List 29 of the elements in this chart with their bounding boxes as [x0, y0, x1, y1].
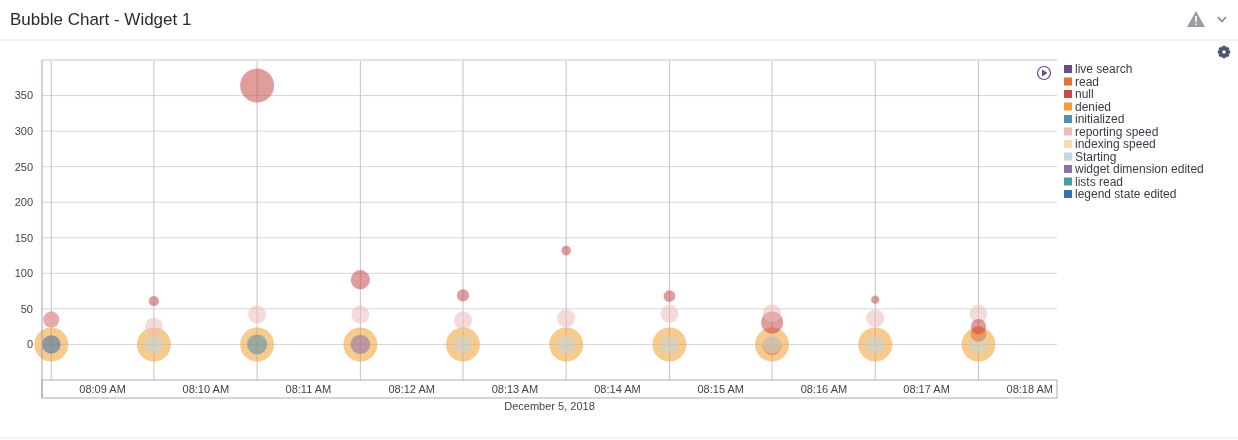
x-tick-label: 08:16 AM [800, 383, 848, 395]
y-tick-label: 50 [20, 302, 33, 315]
legend-label: indexing speed [1075, 137, 1156, 152]
x-tick-label: 08:14 AM [594, 383, 641, 395]
y-tick-label: 200 [14, 196, 33, 209]
y-tick-label: 0 [26, 338, 33, 351]
legend-label: legend state edited [1075, 187, 1177, 202]
legend-label: denied [1075, 99, 1112, 114]
legend-label: reporting speed [1075, 124, 1159, 139]
x-tick-label: 08:10 AM [182, 383, 230, 395]
x-tick-label: 08:11 AM [285, 383, 332, 395]
y-tick-label: 150 [14, 231, 33, 244]
x-tick-label: 08:09 AM [79, 383, 126, 395]
x-axis-title: December 5, 2018 [504, 400, 595, 412]
legend-label: live search [1075, 62, 1133, 77]
chart-title: Bubble Chart - Widget 1 [10, 10, 192, 29]
x-tick-label: 08:12 AM [388, 383, 435, 395]
y-tick-label: 300 [14, 124, 33, 137]
x-tick-label: 08:15 AM [697, 383, 744, 395]
x-tick-label: 08:13 AM [491, 383, 539, 395]
legend-label: null [1075, 87, 1094, 102]
y-tick-label: 250 [14, 160, 33, 173]
y-tick-label: 350 [14, 89, 33, 102]
legend-label: read [1075, 74, 1100, 89]
x-tick-label: 08:17 AM [903, 383, 950, 395]
legend-label: initialized [1075, 112, 1125, 127]
y-tick-label: 100 [14, 267, 33, 280]
x-tick-label: 08:18 AM [1006, 383, 1054, 395]
legend-label: Starting [1075, 149, 1117, 164]
